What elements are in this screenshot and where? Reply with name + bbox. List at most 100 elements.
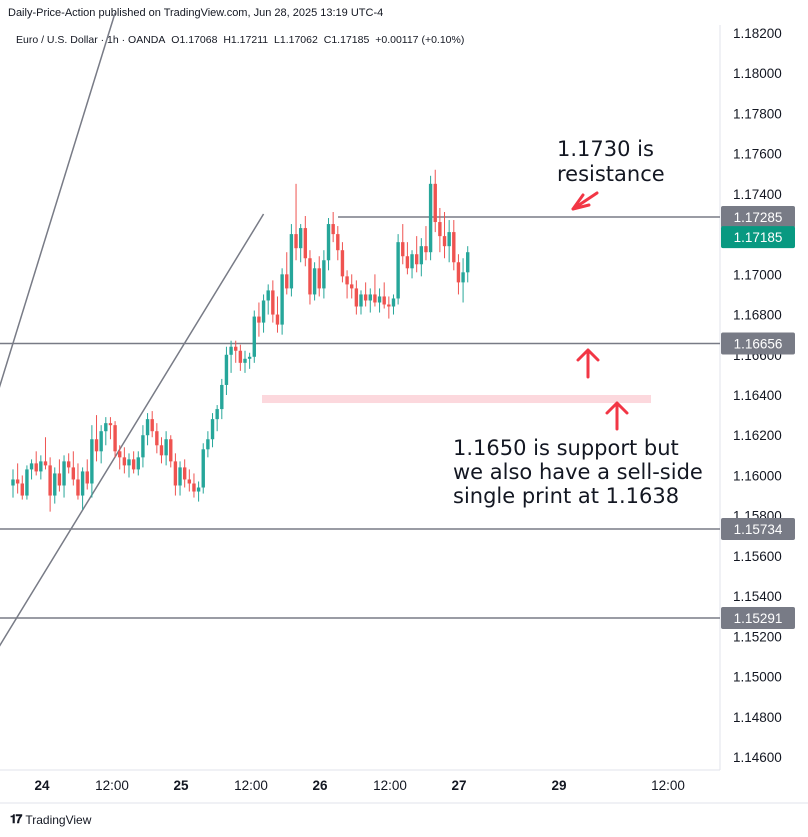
candle-body: [71, 467, 76, 480]
level-tag-bg: [721, 517, 795, 540]
candle-body: [466, 252, 470, 273]
open-value: O1.17068: [171, 34, 218, 46]
candle-body: [220, 384, 224, 410]
candle-body: [433, 183, 437, 223]
candle-body: [401, 242, 405, 257]
candle-body: [456, 262, 461, 283]
change-value: +0.00117 (+0.10%): [375, 34, 465, 46]
candle-body: [11, 479, 15, 486]
candle-body: [280, 274, 284, 325]
candle-body: [94, 439, 99, 452]
candle-body: [373, 294, 377, 303]
y-tick-label: 1.18000: [733, 66, 782, 81]
candle-body: [169, 439, 173, 462]
candle-body: [43, 461, 48, 466]
y-tick-label: 1.15200: [733, 629, 782, 644]
candle-body: [271, 290, 275, 315]
annotation-resistance-line: 1.1730 is: [557, 137, 654, 161]
candle-body: [419, 246, 424, 265]
candle-body: [442, 236, 447, 247]
candle-body: [29, 463, 34, 470]
candle-body: [136, 457, 140, 470]
candle-body: [192, 483, 196, 492]
x-tick-label: 12:00: [651, 778, 685, 793]
candle-body: [108, 423, 113, 426]
candle-body: [424, 246, 428, 253]
candle-body: [447, 232, 451, 247]
y-tick-label: 1.15400: [733, 589, 782, 604]
candle-body: [428, 183, 433, 253]
brand-name: TradingView: [25, 812, 92, 827]
candle-body: [66, 461, 71, 468]
candle-body: [85, 471, 89, 484]
candle-body: [312, 268, 317, 295]
candle-body: [285, 274, 289, 289]
candle-body: [261, 300, 266, 323]
candle-body: [410, 254, 414, 269]
candle-body: [266, 290, 270, 301]
candle-body: [257, 316, 261, 323]
candle-body: [150, 419, 154, 432]
x-tick-label: 12:00: [95, 778, 129, 793]
x-tick-label: 27: [451, 778, 466, 793]
candle-body: [345, 276, 349, 285]
single-print-zone: [262, 395, 651, 404]
candle-body: [80, 471, 85, 496]
y-tick-label: 1.17400: [733, 187, 782, 202]
candle-body: [387, 304, 391, 307]
candle-body: [275, 314, 280, 325]
candle-body: [145, 419, 150, 436]
candle-body: [405, 256, 410, 269]
candle-body: [350, 284, 354, 289]
y-tick-label: 1.16800: [733, 308, 782, 323]
channel-line: [0, 12, 116, 388]
candle-body: [414, 254, 419, 265]
candle-body: [243, 358, 247, 363]
candle-body: [15, 479, 20, 484]
candle-body: [113, 425, 117, 452]
candle-body: [215, 409, 219, 420]
level-tag-label: 1.15734: [734, 522, 783, 537]
y-tick-label: 1.16400: [733, 388, 782, 403]
candle-body: [196, 487, 201, 492]
annotation-support-line: 1.1650 is support but: [453, 436, 679, 460]
tradingview-logo-icon: 𝟏𝟕: [10, 812, 22, 826]
annotation-resistance-line: resistance: [557, 162, 665, 186]
candle-body: [178, 467, 182, 486]
candle-body: [322, 260, 326, 289]
candle-body: [382, 296, 386, 305]
candle-body: [234, 346, 238, 351]
candle-body: [53, 473, 57, 496]
annotation-support-line: single print at 1.1638: [453, 484, 679, 508]
annotation-support-line: we also have a sell-side: [453, 460, 703, 484]
symbol-legend: Euro / U.S. Dollar · 1h · OANDA O1.17068…: [16, 34, 467, 46]
candle-body: [187, 479, 192, 484]
candle-body: [62, 461, 66, 486]
candle-body: [141, 435, 145, 458]
candle-body: [104, 423, 108, 432]
candle-body: [317, 268, 321, 289]
up-arrow-icon: [576, 348, 600, 379]
candle-body: [247, 356, 252, 359]
y-tick-label: 1.16200: [733, 428, 782, 443]
candle-body: [340, 250, 345, 277]
candle-body: [326, 224, 331, 261]
candle-body: [182, 467, 187, 480]
candle-body: [294, 234, 298, 249]
candle-body: [229, 346, 233, 355]
current-price-tag-label: 1.17185: [734, 230, 783, 245]
candle-body: [377, 296, 382, 303]
level-tag-bg: [721, 607, 795, 630]
current-price-tag-bg: [721, 226, 795, 249]
low-value: L1.17062: [274, 34, 318, 46]
y-tick-label: 1.17600: [733, 147, 782, 162]
candle-body: [396, 242, 400, 299]
candle-body: [76, 479, 80, 496]
close-value: C1.17185: [323, 34, 370, 46]
level-tag-label: 1.16656: [734, 337, 783, 352]
candle-body: [210, 419, 215, 440]
candle-body: [308, 258, 312, 295]
candle-body: [363, 294, 368, 301]
candle-body: [452, 232, 456, 263]
